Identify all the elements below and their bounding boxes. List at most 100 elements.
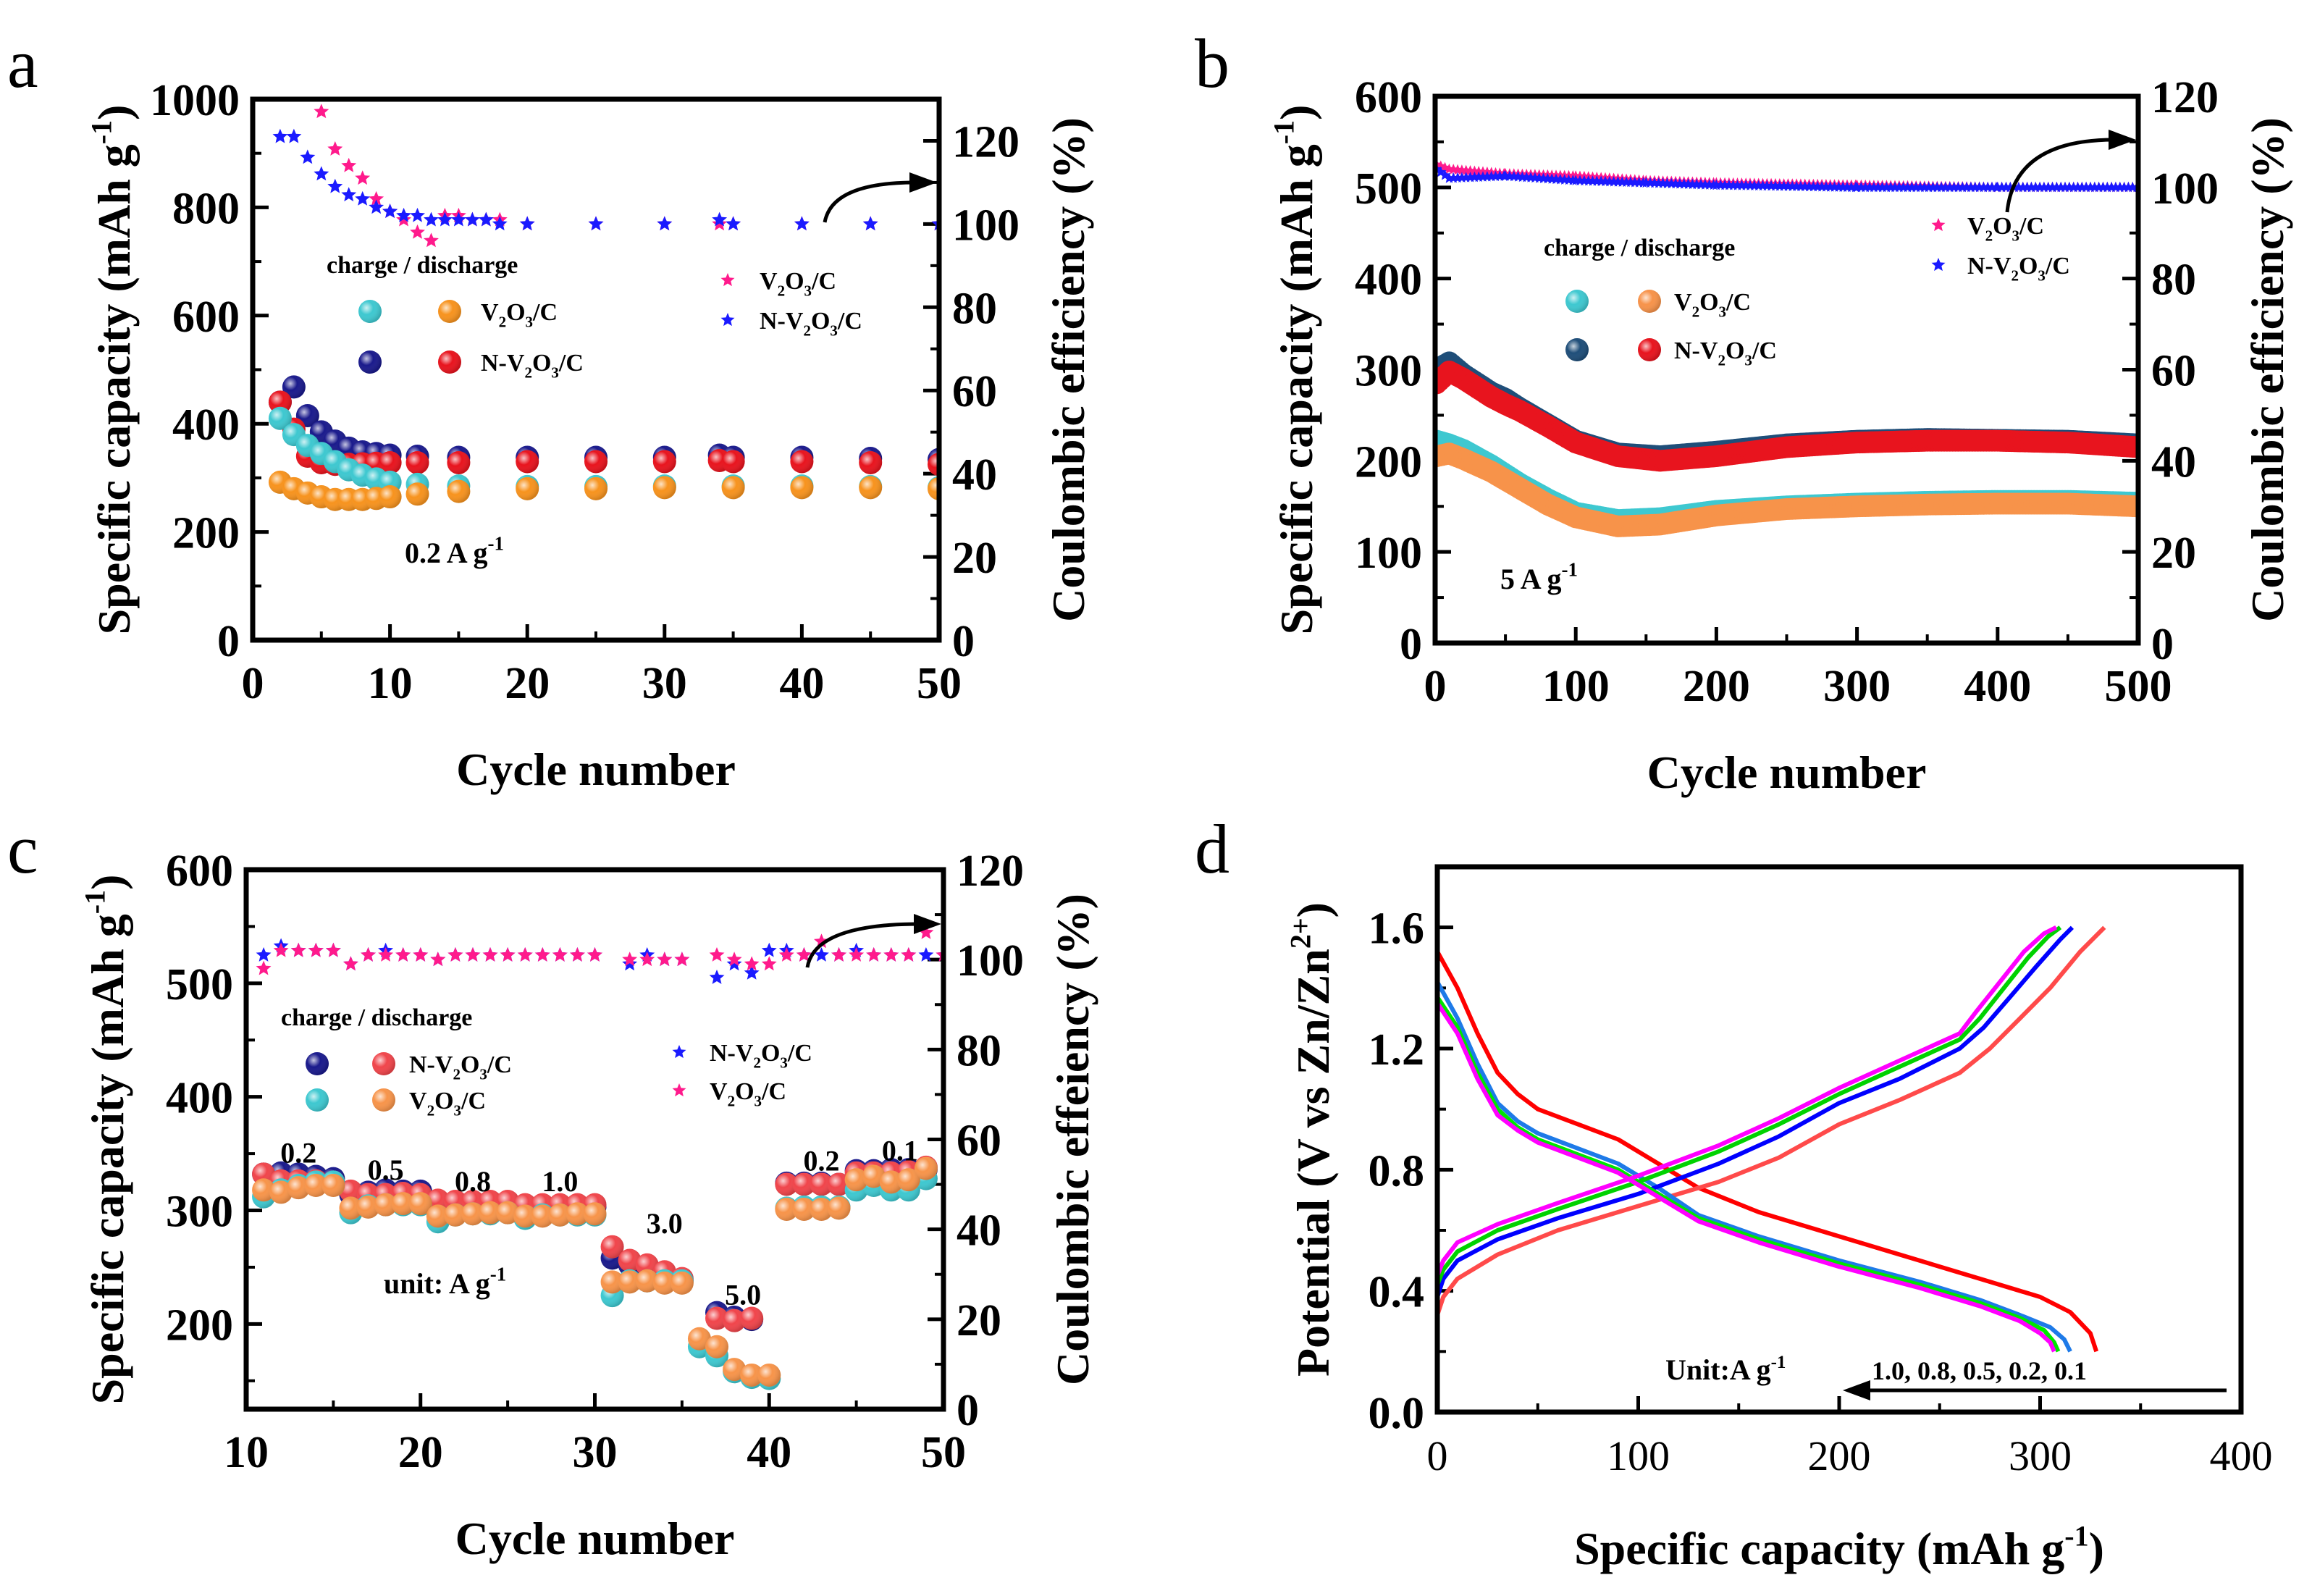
y-right-tick-label: 80	[957, 1026, 1001, 1075]
data-point-shade	[928, 476, 939, 500]
series-v2o3-c-discharge	[268, 470, 939, 511]
legend-label: V2O3/C	[760, 268, 836, 300]
legend-title: charge / discharge	[1544, 235, 1735, 261]
data-point-shade	[827, 1172, 851, 1196]
y-tick-label: 1.2	[1369, 1025, 1425, 1075]
data-point-shade	[721, 476, 745, 500]
legend-marker-shade	[1565, 290, 1589, 313]
y-right-tick-label: 60	[2151, 347, 2196, 396]
series-v2o3-c-ce	[256, 924, 943, 975]
data-point-shade	[268, 406, 292, 430]
axis-ticks-d: 0 100 200 300 400 0.0 0.4 0.8 1.2 1.6	[1369, 904, 2273, 1479]
data-point-star	[361, 947, 376, 962]
series-line-0-5-charge	[1437, 925, 2062, 1286]
data-point-shade	[687, 1327, 711, 1351]
data-point-star	[478, 211, 494, 227]
panel-letter-a: a	[7, 25, 38, 102]
y-right-tick-label: 0	[952, 617, 975, 666]
panel-d: 0 100 200 300 400 0.0 0.4 0.8 1.2 1.6 Specific cap…	[1284, 864, 2273, 1574]
y-tick-label: 0.4	[1369, 1268, 1425, 1317]
y-tick-label: 500	[1355, 164, 1422, 214]
y-right-tick-label: 0	[2151, 620, 2174, 669]
data-point-shade	[584, 476, 608, 500]
axis-ticks-a: 0 10 20 30 40 5002004006008001000020406080100…	[150, 76, 1020, 708]
legend-label: V2O3/C	[710, 1078, 786, 1110]
data-point-shade	[447, 479, 471, 503]
rate-label: 0.2	[803, 1145, 839, 1177]
data-point-shade	[790, 476, 814, 500]
data-point-star	[272, 128, 288, 143]
data-point-star	[849, 947, 865, 962]
data-point-star	[588, 216, 604, 231]
series-line-0-2-discharge	[1437, 980, 2072, 1353]
data-point-shade	[705, 1306, 729, 1330]
data-point-shade	[827, 1196, 851, 1220]
data-point	[2127, 495, 2138, 518]
data-point-star	[355, 170, 371, 185]
data-point-star	[450, 211, 466, 227]
data-point-star	[410, 207, 425, 222]
data-point-shade	[426, 1188, 450, 1212]
data-point-shade	[928, 453, 939, 476]
y-tick-label: 600	[1355, 73, 1422, 122]
data-point-shade	[269, 1180, 293, 1204]
data-point-shade	[879, 1170, 903, 1194]
x-axis-title: Specific capacity (mAh g-1)	[1574, 1519, 2104, 1574]
data-point-star	[314, 166, 329, 181]
y-axis-title: Specific capacity (mAh g-1)	[78, 875, 133, 1405]
data-point-shade	[531, 1204, 555, 1228]
y-axis-title: Potential (V vs Zn/Zn2+)	[1284, 902, 1339, 1377]
series-n-v2o3-c-discharge	[268, 390, 939, 476]
data-point-star	[410, 224, 425, 239]
legend-title: charge / discharge	[327, 252, 518, 279]
data-point-star	[831, 947, 846, 962]
y-tick-label: 400	[1355, 256, 1422, 305]
unit-label: unit: A g-1	[384, 1263, 506, 1300]
y-tick-label: 0	[1400, 620, 1422, 669]
y-tick-label: 200	[172, 509, 240, 558]
data-point-star	[290, 942, 306, 957]
data-point-star	[794, 216, 810, 231]
y-tick-label: 1.6	[1369, 904, 1425, 954]
data-point-shade	[496, 1201, 520, 1225]
data-point-shade	[479, 1201, 503, 1225]
y-axis-title: Specific capacity (mAh g-1)	[1267, 105, 1322, 635]
data-point-star	[325, 942, 341, 957]
data-point-star	[341, 187, 357, 202]
data-point-star	[327, 178, 343, 193]
arrow-label: 1.0, 0.8, 0.5, 0.2, 0.1	[1872, 1356, 2087, 1385]
data-point-star	[761, 956, 777, 971]
x-tick-label: 0	[242, 659, 264, 708]
data-point-star	[519, 216, 535, 231]
y-tick-label: 800	[172, 184, 240, 233]
x-tick-label: 100	[1607, 1432, 1670, 1479]
legend-label: V2O3/C	[1674, 289, 1751, 321]
data-point-shade	[548, 1203, 572, 1227]
data-point-shade	[670, 1271, 694, 1295]
annotations-d: Unit:A g-1 1.0, 0.8, 0.5, 0.2, 0.1	[1665, 1353, 2227, 1400]
data-point-shade	[618, 1248, 642, 1272]
data-point-star	[355, 190, 371, 206]
data-point-shade	[600, 1235, 624, 1259]
data-point-star	[256, 960, 272, 975]
plot-area-d	[1437, 925, 2106, 1353]
data-point-star	[482, 947, 498, 962]
legend-marker-shade	[438, 300, 461, 323]
y-tick-label: 100	[1355, 529, 1422, 578]
y-tick-label: 400	[166, 1074, 233, 1123]
arrow-left-icon	[1843, 1380, 1870, 1400]
y-right-tick-label: 40	[952, 450, 997, 500]
annotations-b: charge / discharge V2O3/C N-V2O3/C V2O3/C N-…	[1500, 130, 2136, 595]
data-point-shade	[252, 1162, 276, 1186]
data-point-star	[918, 924, 934, 939]
data-point-shade	[652, 450, 676, 474]
y-tick-label: 300	[1355, 347, 1422, 396]
legend-marker-shade	[372, 1088, 395, 1112]
rate-label: 0.8	[455, 1165, 491, 1198]
data-point-star	[674, 952, 690, 967]
legend-star	[672, 1045, 686, 1059]
data-point-shade	[792, 1172, 816, 1196]
data-point-star	[273, 942, 289, 957]
data-point-shade	[408, 1192, 432, 1216]
data-point-star	[369, 199, 384, 214]
